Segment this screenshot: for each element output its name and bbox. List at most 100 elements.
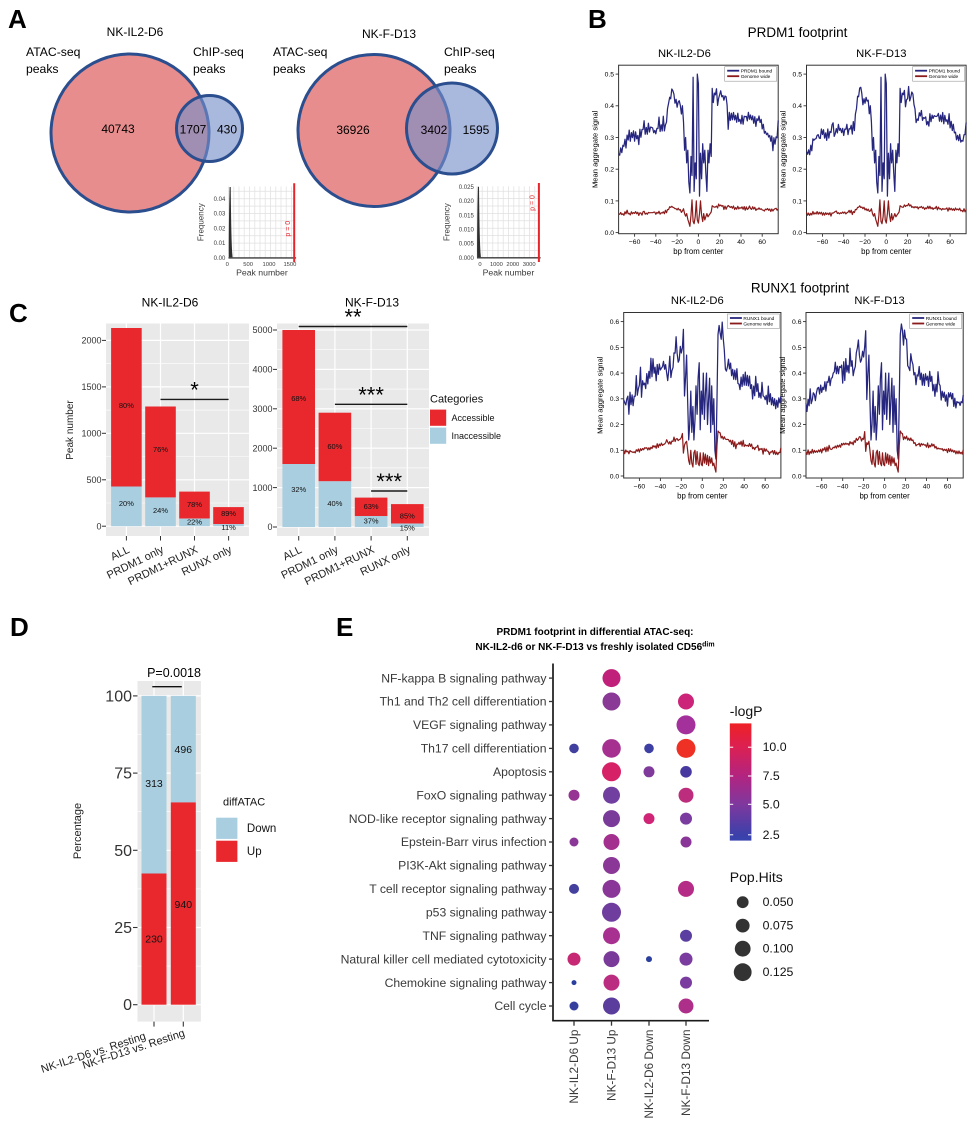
svg-text:VEGF signaling pathway: VEGF signaling pathway (413, 718, 547, 732)
svg-text:*: * (190, 377, 199, 402)
svg-text:7.5: 7.5 (763, 769, 780, 783)
svg-text:Mean aggregate signal: Mean aggregate signal (779, 110, 788, 188)
svg-text:Cell cycle: Cell cycle (494, 999, 546, 1013)
svg-text:Percentage: Percentage (72, 803, 84, 859)
svg-text:Frequency: Frequency (443, 203, 452, 241)
svg-text:0.04: 0.04 (214, 197, 226, 203)
svg-text:500: 500 (86, 475, 101, 485)
svg-text:5000: 5000 (252, 325, 272, 335)
svg-text:0.015: 0.015 (459, 213, 475, 219)
svg-text:78%: 78% (187, 500, 202, 509)
svg-text:500: 500 (243, 262, 253, 268)
svg-text:63%: 63% (364, 502, 379, 511)
svg-text:11%: 11% (221, 523, 236, 532)
svg-text:0.2: 0.2 (792, 422, 802, 429)
svg-text:−20: −20 (671, 239, 683, 246)
svg-text:1595: 1595 (463, 123, 490, 137)
svg-text:40: 40 (925, 239, 933, 246)
svg-text:−20: −20 (676, 484, 688, 491)
svg-text:1707: 1707 (180, 123, 207, 137)
svg-text:68%: 68% (291, 394, 306, 403)
svg-text:0.6: 0.6 (610, 319, 620, 326)
svg-text:0.000: 0.000 (459, 256, 475, 262)
svg-text:bp from center: bp from center (677, 492, 728, 501)
svg-text:0.6: 0.6 (792, 319, 802, 326)
svg-text:PRDM1 bound: PRDM1 bound (741, 69, 773, 75)
svg-text:0.050: 0.050 (763, 895, 794, 909)
svg-text:NK-IL2-D6 Down: NK-IL2-D6 Down (642, 1030, 656, 1119)
svg-text:−60: −60 (629, 239, 641, 246)
svg-text:0.005: 0.005 (459, 242, 475, 248)
svg-text:40: 40 (740, 484, 748, 491)
svg-text:T cell receptor signaling path: T cell receptor signaling pathway (369, 882, 547, 896)
svg-text:0.1: 0.1 (605, 198, 615, 205)
svg-text:0.125: 0.125 (763, 965, 794, 979)
svg-text:430: 430 (217, 123, 237, 137)
svg-text:60: 60 (946, 239, 954, 246)
svg-text:89%: 89% (221, 509, 236, 518)
svg-text:Apoptosis: Apoptosis (493, 765, 547, 779)
svg-text:−60: −60 (634, 484, 646, 491)
svg-text:0.1: 0.1 (793, 198, 803, 205)
svg-text:NK-IL2-D6: NK-IL2-D6 (671, 295, 724, 307)
svg-text:0.075: 0.075 (763, 919, 794, 933)
svg-text:peaks: peaks (444, 62, 477, 76)
svg-text:5.0: 5.0 (763, 797, 780, 811)
svg-text:p53 signaling pathway: p53 signaling pathway (426, 906, 548, 920)
svg-text:24%: 24% (153, 506, 168, 515)
svg-text:0.2: 0.2 (605, 167, 615, 174)
svg-text:0: 0 (478, 262, 481, 268)
svg-text:ChIP-seq: ChIP-seq (444, 45, 495, 59)
svg-text:76%: 76% (153, 445, 168, 454)
svg-text:0.03: 0.03 (214, 212, 226, 218)
svg-text:4000: 4000 (252, 365, 272, 375)
svg-text:Th17 cell differentiation: Th17 cell differentiation (421, 742, 547, 756)
svg-text:1500: 1500 (283, 262, 296, 268)
svg-text:−40: −40 (837, 484, 849, 491)
svg-text:0.1: 0.1 (792, 448, 802, 455)
svg-text:1000: 1000 (81, 429, 101, 439)
svg-text:85%: 85% (400, 512, 415, 521)
svg-text:−60: −60 (817, 239, 829, 246)
svg-text:0: 0 (884, 239, 888, 246)
svg-text:3000: 3000 (523, 262, 536, 268)
svg-text:PRDM1 bound: PRDM1 bound (929, 69, 961, 75)
svg-text:−20: −20 (859, 239, 871, 246)
svg-text:Peak number: Peak number (483, 268, 535, 278)
svg-text:Down: Down (247, 823, 276, 835)
svg-text:NK-F-D13 Down: NK-F-D13 Down (679, 1030, 693, 1117)
svg-text:0: 0 (700, 484, 704, 491)
svg-text:3402: 3402 (421, 123, 448, 137)
svg-text:NK-IL2-D6: NK-IL2-D6 (107, 25, 164, 39)
svg-text:0.5: 0.5 (610, 345, 620, 352)
svg-text:37%: 37% (364, 517, 379, 526)
svg-text:bp from center: bp from center (859, 492, 910, 501)
svg-text:Mean aggregate signal: Mean aggregate signal (596, 356, 605, 434)
svg-text:80%: 80% (119, 401, 134, 410)
svg-text:bp from center: bp from center (673, 247, 724, 256)
svg-text:0: 0 (226, 262, 229, 268)
svg-text:RUNX1 bound: RUNX1 bound (743, 316, 774, 322)
svg-text:A: A (8, 4, 27, 34)
svg-text:Genome wide: Genome wide (743, 321, 773, 327)
svg-text:0.4: 0.4 (792, 371, 802, 378)
svg-text:10.0: 10.0 (763, 740, 787, 754)
svg-text:−20: −20 (858, 484, 870, 491)
svg-text:0.4: 0.4 (610, 371, 620, 378)
svg-text:0.02: 0.02 (214, 227, 226, 233)
svg-text:NK-IL2-D6: NK-IL2-D6 (658, 48, 711, 60)
svg-text:PRDM1 footprint in differentia: PRDM1 footprint in differential ATAC-seq… (496, 627, 693, 638)
svg-text:P=0.0018: P=0.0018 (147, 666, 201, 680)
svg-text:40: 40 (737, 239, 745, 246)
svg-text:0.0: 0.0 (605, 230, 615, 237)
svg-text:−40: −40 (650, 239, 662, 246)
svg-text:496: 496 (175, 744, 193, 756)
svg-text:NK-F-D13: NK-F-D13 (856, 48, 906, 60)
svg-text:peaks: peaks (273, 62, 306, 76)
svg-text:Frequency: Frequency (196, 203, 205, 241)
svg-text:0.020: 0.020 (459, 199, 475, 205)
svg-text:0.100: 0.100 (763, 942, 794, 956)
svg-text:36926: 36926 (336, 123, 370, 137)
svg-text:Genome wide: Genome wide (926, 321, 956, 327)
svg-text:60%: 60% (327, 442, 342, 451)
